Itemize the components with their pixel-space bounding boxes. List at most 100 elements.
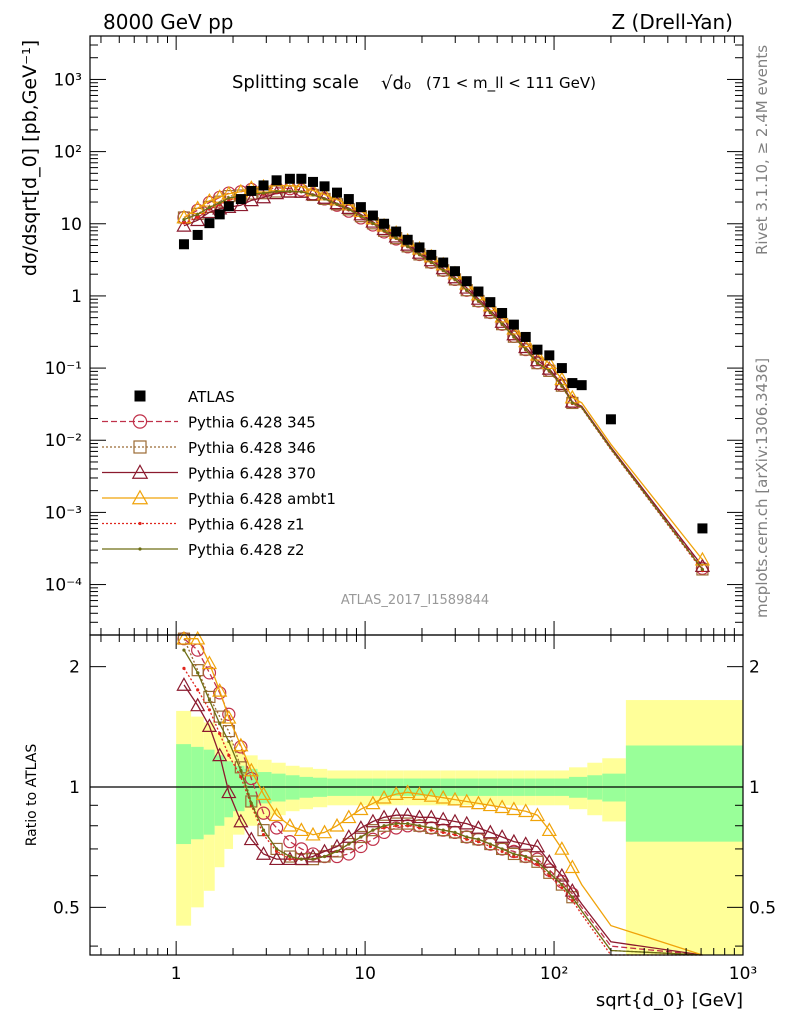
data-point xyxy=(261,833,266,837)
data-point xyxy=(435,811,451,826)
data-point xyxy=(488,844,492,849)
x-axis-label: sqrt{d_0} [GeV] xyxy=(596,990,743,1011)
data-point xyxy=(544,350,555,361)
data-point xyxy=(176,677,192,691)
data-point xyxy=(341,829,357,843)
data-point xyxy=(541,822,557,837)
data-point xyxy=(519,850,532,863)
legend-label: Pythia 6.428 345 xyxy=(188,414,316,432)
data-point xyxy=(508,319,519,330)
y-tick-label: 10⁻¹ xyxy=(45,359,82,379)
data-point xyxy=(388,786,404,800)
process-label: Z (Drell-Yan) xyxy=(611,10,733,34)
stat-uncertainty-band xyxy=(203,749,215,835)
data-point xyxy=(353,820,369,834)
data-point xyxy=(453,833,457,837)
data-point xyxy=(441,830,445,834)
data-point xyxy=(284,173,295,184)
y-tick-label: 10³ xyxy=(54,70,82,90)
data-point xyxy=(512,854,516,859)
data-point xyxy=(191,643,205,657)
data-point xyxy=(330,198,344,211)
ratio-line xyxy=(183,684,703,956)
data-point xyxy=(482,797,498,812)
data-point xyxy=(394,236,398,240)
data-point xyxy=(376,809,392,824)
data-point xyxy=(406,244,410,248)
series-line xyxy=(183,187,703,569)
data-point xyxy=(476,840,481,844)
data-point xyxy=(322,197,327,201)
ratio-line xyxy=(183,638,703,956)
data-point xyxy=(453,830,457,834)
data-point xyxy=(133,440,147,454)
data-point xyxy=(554,867,570,882)
data-point xyxy=(371,221,375,225)
data-point xyxy=(524,857,528,861)
legend: ATLAS Pythia 6.428 345 Pythia 6.428 346 Pyt… xyxy=(102,388,336,559)
data-point xyxy=(196,215,200,220)
data-point xyxy=(207,205,212,210)
series-line xyxy=(183,190,703,570)
data-point xyxy=(507,847,520,861)
data-point xyxy=(268,851,285,866)
beam-label: 8000 GeV pp xyxy=(103,10,234,34)
data-point xyxy=(459,815,475,830)
y-axis-label: dσ/dsqrt[d_0] [pb,GeV⁻¹] xyxy=(19,40,41,276)
data-point xyxy=(196,688,200,692)
data-point xyxy=(246,185,257,196)
legend-label: ATLAS xyxy=(188,388,235,406)
data-point xyxy=(341,809,357,824)
data-point xyxy=(453,277,457,282)
data-point xyxy=(288,189,292,193)
data-point xyxy=(400,807,416,822)
data-point xyxy=(331,187,342,198)
data-point xyxy=(299,190,303,194)
mcplots-label: mcplots.cern.ch [arXiv:1306.3436] xyxy=(753,358,771,618)
data-point xyxy=(131,464,149,479)
data-point xyxy=(182,217,186,222)
data-point xyxy=(316,824,333,839)
data-point xyxy=(476,299,481,303)
data-point xyxy=(305,848,321,863)
data-point xyxy=(233,737,249,752)
data-point xyxy=(221,709,237,724)
data-point xyxy=(500,847,504,851)
data-point xyxy=(570,895,574,899)
data-point xyxy=(694,551,711,566)
data-point xyxy=(567,378,578,389)
data-point xyxy=(512,335,516,339)
data-point xyxy=(605,414,616,425)
axes: 1 10 10² 10³ 10⁻⁴ 10⁻³ 10⁻² 10⁻¹ 1 10 10² 10³ 0.5 0.5… xyxy=(45,35,776,984)
data-point xyxy=(274,849,279,854)
data-point xyxy=(470,795,487,810)
data-point xyxy=(441,828,445,832)
stat-uncertainty-band xyxy=(214,755,225,826)
data-point xyxy=(243,192,259,207)
data-point xyxy=(518,803,534,818)
data-point xyxy=(554,841,570,855)
data-point xyxy=(191,664,204,677)
data-point xyxy=(541,355,557,370)
data-point xyxy=(249,801,253,805)
legend-label: Pythia 6.428 370 xyxy=(188,465,316,483)
ratio-frame xyxy=(89,634,744,956)
y-tick-label: 10⁻⁴ xyxy=(45,576,83,596)
legend-label: Pythia 6.428 z1 xyxy=(188,516,305,534)
data-point xyxy=(355,202,366,213)
data-point xyxy=(547,871,551,875)
data-point xyxy=(554,376,570,390)
data-point xyxy=(414,242,425,253)
data-point xyxy=(382,824,386,828)
data-point xyxy=(512,852,516,856)
data-point xyxy=(182,666,186,671)
data-point xyxy=(293,822,309,837)
data-point xyxy=(182,221,186,225)
data-point xyxy=(176,218,192,232)
data-point xyxy=(138,521,142,526)
rivet-version-label: Rivet 3.1.10, ≥ 2.4M events xyxy=(753,45,771,255)
data-point xyxy=(476,837,481,841)
data-point xyxy=(564,859,580,874)
data-point xyxy=(700,567,705,572)
data-point xyxy=(394,821,398,826)
